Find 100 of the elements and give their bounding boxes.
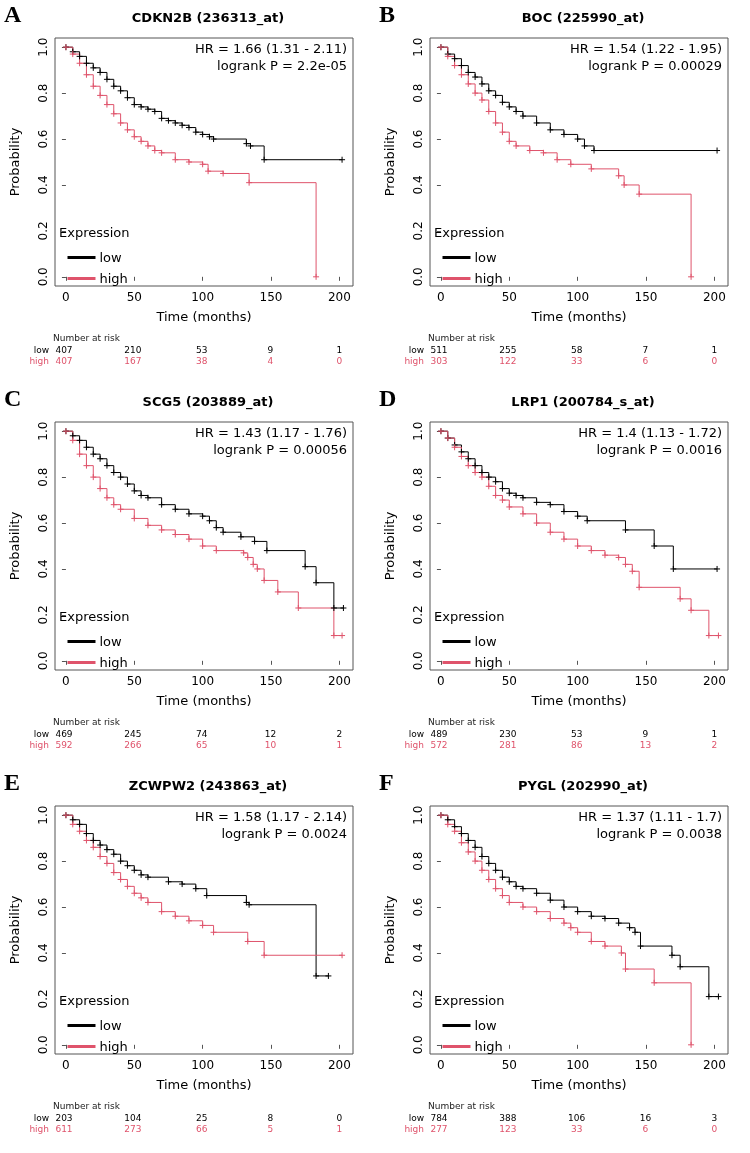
point bbox=[103, 846, 111, 854]
point bbox=[144, 898, 152, 906]
text: low bbox=[33, 728, 49, 739]
annotation: logrank P = 0.00056 bbox=[213, 442, 347, 457]
text: 6 bbox=[642, 1123, 649, 1134]
point bbox=[574, 512, 582, 520]
annotation: HR = 1.43 (1.17 - 1.76) bbox=[194, 425, 347, 440]
point bbox=[199, 160, 207, 168]
point bbox=[130, 514, 138, 522]
point bbox=[199, 921, 207, 929]
point bbox=[505, 898, 513, 906]
point bbox=[587, 547, 595, 555]
chart-title: BOC (225990_at) bbox=[521, 10, 645, 26]
point bbox=[158, 114, 166, 122]
annotation: logrank P = 0.00029 bbox=[588, 58, 722, 73]
text: 0 bbox=[336, 1112, 343, 1123]
point bbox=[185, 510, 193, 518]
point bbox=[96, 485, 104, 493]
legend-title: Expression bbox=[59, 225, 130, 240]
y-tick-label: 0.0 bbox=[36, 267, 50, 287]
text: 407 bbox=[55, 344, 73, 355]
text: 388 bbox=[499, 1112, 517, 1123]
text: 6 bbox=[642, 355, 649, 366]
point bbox=[89, 843, 97, 851]
text: 2 bbox=[711, 739, 718, 750]
legend-title: Expression bbox=[434, 225, 505, 240]
x-tick-label: 150 bbox=[634, 674, 658, 688]
point bbox=[330, 604, 338, 612]
point bbox=[676, 595, 684, 603]
point bbox=[103, 462, 111, 470]
point bbox=[546, 501, 554, 509]
point bbox=[89, 82, 97, 90]
point bbox=[533, 498, 541, 506]
point bbox=[82, 462, 90, 470]
point bbox=[110, 501, 118, 509]
point bbox=[178, 880, 186, 888]
point bbox=[205, 517, 213, 525]
text: 273 bbox=[124, 1123, 142, 1134]
x-tick-label: 0 bbox=[437, 674, 445, 688]
y-tick-label: 0.2 bbox=[36, 221, 50, 241]
text: B bbox=[379, 1, 396, 27]
point bbox=[512, 491, 520, 499]
point bbox=[199, 542, 207, 550]
point bbox=[635, 190, 643, 198]
point bbox=[505, 103, 513, 111]
text: low bbox=[408, 344, 424, 355]
text: 104 bbox=[124, 1112, 142, 1123]
point bbox=[471, 857, 479, 865]
text: A bbox=[4, 1, 22, 27]
point bbox=[676, 963, 684, 971]
legend-label: low bbox=[474, 250, 498, 265]
point bbox=[199, 130, 207, 138]
point bbox=[485, 87, 493, 95]
text: 10 bbox=[264, 739, 277, 750]
point bbox=[587, 165, 595, 173]
point bbox=[82, 836, 90, 844]
point bbox=[130, 101, 138, 109]
point bbox=[237, 533, 245, 541]
point bbox=[82, 443, 90, 451]
x-axis-title: Time (months) bbox=[155, 693, 252, 708]
x-tick-label: 200 bbox=[327, 1058, 351, 1072]
y-tick-label: 0.4 bbox=[36, 943, 50, 963]
point bbox=[171, 119, 179, 127]
point bbox=[567, 160, 575, 168]
y-tick-label: 0.8 bbox=[411, 851, 425, 871]
annotation: logrank P = 0.0016 bbox=[596, 442, 722, 457]
legend-title: Expression bbox=[59, 609, 130, 624]
legend-label: high bbox=[99, 655, 128, 670]
point bbox=[560, 919, 568, 927]
point bbox=[260, 576, 268, 584]
text: 469 bbox=[55, 728, 73, 739]
point bbox=[144, 105, 152, 113]
y-tick-label: 0.4 bbox=[411, 175, 425, 195]
y-tick-label: 0.0 bbox=[411, 267, 425, 287]
point bbox=[505, 503, 513, 511]
point bbox=[512, 882, 520, 890]
point bbox=[478, 866, 486, 874]
point bbox=[498, 892, 506, 900]
text: 65 bbox=[195, 739, 208, 750]
text: Number at risk bbox=[53, 716, 121, 727]
point bbox=[185, 535, 193, 543]
point bbox=[242, 140, 250, 148]
point bbox=[89, 473, 97, 481]
point bbox=[294, 604, 302, 612]
point bbox=[117, 505, 125, 513]
point bbox=[117, 119, 125, 127]
point bbox=[89, 64, 97, 72]
point bbox=[464, 68, 472, 76]
text: 303 bbox=[430, 355, 448, 366]
point bbox=[533, 119, 541, 127]
point bbox=[76, 450, 84, 458]
text: 255 bbox=[499, 344, 517, 355]
point bbox=[144, 873, 152, 881]
text: 1 bbox=[711, 728, 718, 739]
text: 203 bbox=[55, 1112, 73, 1123]
point bbox=[164, 117, 172, 125]
text: Number at risk bbox=[53, 1100, 121, 1111]
point bbox=[580, 142, 588, 150]
x-tick-label: 200 bbox=[327, 674, 351, 688]
point bbox=[498, 98, 506, 106]
